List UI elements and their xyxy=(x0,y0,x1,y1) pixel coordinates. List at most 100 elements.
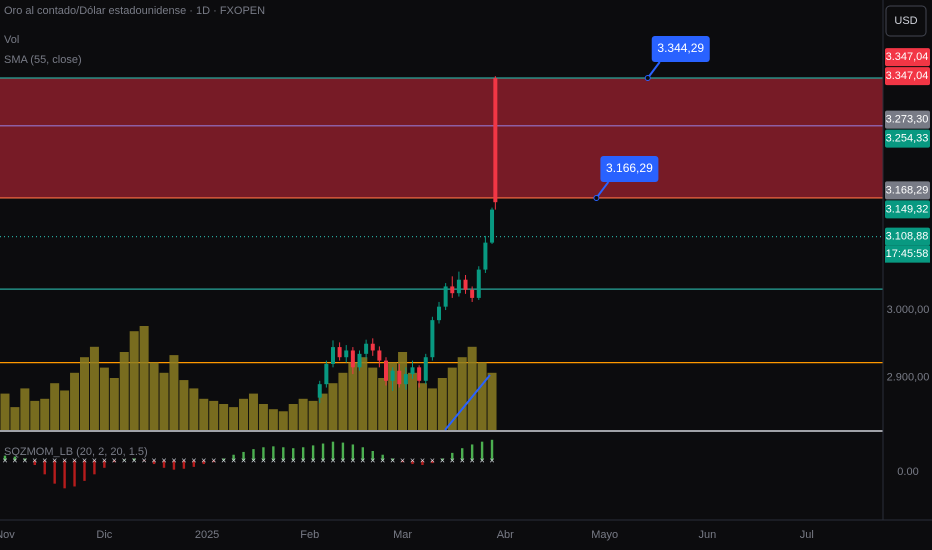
plot: × × × × × × × × × × × × × × × × × × × × × × × × × × × × × × × × × × × × × × × ×… xyxy=(0,35,883,489)
candle-body xyxy=(377,350,382,361)
price-tag xyxy=(885,129,930,148)
momentum-bar xyxy=(381,454,384,461)
momentum-bar xyxy=(83,460,86,481)
squeeze-dot: × xyxy=(161,456,166,466)
candle-body xyxy=(357,353,362,368)
momentum-bar xyxy=(490,439,494,461)
squeeze-dot: × xyxy=(22,456,27,466)
candle-body xyxy=(384,360,389,381)
volume-bar xyxy=(298,398,308,430)
momentum-bar xyxy=(113,460,116,463)
callout-pointer xyxy=(595,181,610,199)
candle-body xyxy=(317,384,322,398)
volume-bar xyxy=(60,390,70,430)
volume-bar xyxy=(358,357,368,430)
volume-bar xyxy=(467,346,477,430)
x-tick-label: Mayo xyxy=(591,529,618,541)
squeeze-dot: × xyxy=(291,456,296,466)
squeeze-dot: × xyxy=(102,456,107,466)
momentum-bar xyxy=(272,446,275,461)
volume-bar xyxy=(70,372,80,430)
candle-body xyxy=(344,350,349,358)
momentum-bar xyxy=(461,448,464,461)
squeeze-dot: × xyxy=(32,456,37,466)
momentum-bar xyxy=(142,460,146,462)
callout-anchor xyxy=(644,74,651,81)
sma-label: SMA (55, close) xyxy=(4,54,82,66)
squeeze-dot: × xyxy=(261,456,266,466)
momentum-bar xyxy=(152,460,156,465)
momentum-bar xyxy=(301,447,305,461)
candle-body xyxy=(410,367,415,375)
momentum-bar xyxy=(23,458,27,461)
momentum-bar xyxy=(351,444,355,461)
squeeze-dot: × xyxy=(171,456,176,466)
squeeze-dot: × xyxy=(470,456,475,466)
callout-label: 3.166,29 xyxy=(606,161,653,175)
price-tag-label: 3.254,33 xyxy=(886,133,929,145)
price-tag-label: 3.273,30 xyxy=(886,114,929,126)
candle-body xyxy=(337,347,342,358)
momentum-bar xyxy=(212,460,215,463)
volume-bar xyxy=(477,362,487,430)
momentum-bar xyxy=(63,460,66,489)
momentum-bar xyxy=(222,458,225,461)
candle-body xyxy=(390,370,395,381)
volume-bar xyxy=(258,404,268,430)
momentum-bar xyxy=(172,460,176,470)
momentum-bar xyxy=(182,460,186,469)
squeeze-dot: × xyxy=(390,456,395,466)
volume-bar xyxy=(109,378,119,430)
squeeze-dot: × xyxy=(141,456,146,466)
squeeze-dot: × xyxy=(62,456,67,466)
price-tag xyxy=(885,48,930,67)
volume-bar xyxy=(209,400,219,430)
volume-bar xyxy=(388,362,398,430)
volume-bar xyxy=(447,367,457,430)
squeeze-dot: × xyxy=(151,456,156,466)
volume-bar xyxy=(348,362,358,430)
momentum-tick-label: 0.00 xyxy=(897,466,918,478)
currency-button[interactable] xyxy=(885,5,927,37)
volume-label: Vol xyxy=(4,34,19,46)
candle-body xyxy=(430,320,435,358)
momentum-bar xyxy=(3,455,7,461)
symbol-title: Oro al contado/Dólar estadounidense · 1D… xyxy=(4,5,265,17)
x-tick-label: 2025 xyxy=(195,529,219,541)
volume-bar xyxy=(119,352,129,430)
squeeze-dot: × xyxy=(301,456,306,466)
candle-body xyxy=(476,269,481,298)
momentum-bar xyxy=(411,460,414,465)
price-tag-label: 3.347,04 xyxy=(886,51,929,63)
squeeze-dot: × xyxy=(360,456,365,466)
countdown-tag xyxy=(885,245,930,263)
price-tag-label: 3.108,88 xyxy=(886,231,929,243)
squeeze-dot: × xyxy=(191,456,196,466)
candle-body xyxy=(397,370,402,385)
candle-body xyxy=(364,343,369,354)
volume-bar xyxy=(99,367,109,430)
candle-body xyxy=(470,289,475,298)
callout-box xyxy=(600,155,659,182)
squeeze-dot: × xyxy=(231,456,236,466)
candle-body xyxy=(423,357,428,381)
momentum-label: SQZMOM_LB (20, 2, 20, 1.5) xyxy=(4,446,148,458)
candle-body xyxy=(443,286,448,307)
x-tick-label: Abr xyxy=(497,529,514,541)
momentum-bar xyxy=(331,441,335,461)
squeeze-dot: × xyxy=(181,456,186,466)
y-tick-label: 3.000,00 xyxy=(887,304,930,316)
callout-pointer xyxy=(646,61,661,79)
candle-body xyxy=(493,78,498,203)
currency[interactable]: USD xyxy=(894,15,917,27)
momentum-bar xyxy=(93,460,96,475)
volume-bar xyxy=(408,372,418,430)
momentum-bar xyxy=(341,442,345,461)
volume-bar xyxy=(139,326,149,430)
x-tick-label: Jun xyxy=(699,529,717,541)
squeeze-dot: × xyxy=(460,456,465,466)
callout-box xyxy=(651,35,710,62)
volume-bar xyxy=(89,346,99,430)
volume-bar xyxy=(169,355,179,430)
momentum-bar xyxy=(311,445,315,461)
